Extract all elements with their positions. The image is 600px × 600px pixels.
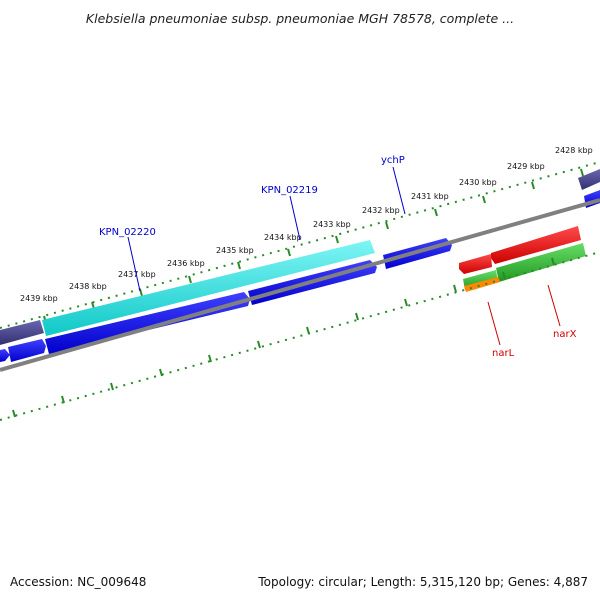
scale-label: 2439 kbp — [20, 294, 58, 303]
scale-label: 2428 kbp — [555, 146, 593, 155]
scale-label: 2435 kbp — [216, 246, 254, 255]
accession-text: Accession: NC_009648 — [10, 575, 147, 589]
scale-label: 2434 kbp — [264, 233, 302, 242]
gene-label-kpn02219[interactable]: KPN_02219 — [261, 185, 318, 196]
inner-major-ticks — [12, 257, 555, 418]
cds-feature-kpn02220[interactable] — [42, 240, 375, 336]
backbone-line — [0, 198, 600, 372]
scale-label: 2436 kbp — [167, 259, 205, 268]
scale-label: 2430 kbp — [459, 178, 497, 187]
cds-feature-blue-1[interactable] — [0, 349, 10, 362]
cds-feature-slate[interactable] — [0, 320, 44, 345]
scale-label: 2437 kbp — [118, 270, 156, 279]
scale-label: 2429 kbp — [507, 162, 545, 171]
cds-feature-narX[interactable] — [491, 226, 581, 264]
gene-label-kpn02220[interactable]: KPN_02220 — [99, 227, 156, 238]
scale-label: 2431 kbp — [411, 192, 449, 201]
label-connectors — [127, 166, 561, 346]
scale-label: 2433 kbp — [313, 220, 351, 229]
gene-label-narL[interactable]: narL — [492, 348, 515, 359]
cds-feature-blue-2[interactable] — [8, 339, 46, 362]
genome-stats-text: Topology: circular; Length: 5,315,120 bp… — [258, 575, 588, 589]
cds-feature-slate-top[interactable] — [578, 169, 600, 190]
map-title: Klebsiella pneumoniae subsp. pneumoniae … — [85, 11, 515, 26]
scale-label: 2438 kbp — [69, 282, 107, 291]
cds-feature-orange[interactable] — [464, 277, 500, 292]
cds-feature-red-small[interactable] — [459, 254, 492, 274]
scale-label: 2432 kbp — [362, 206, 400, 215]
scale-labels: 2439 kbp 2438 kbp 2437 kbp 2436 kbp 2435… — [20, 146, 593, 303]
gene-label-ychP[interactable]: ychP — [381, 155, 405, 166]
cds-feature-kpn02219[interactable] — [45, 292, 250, 354]
gene-label-narX[interactable]: narX — [553, 329, 577, 340]
cds-feature-narL[interactable] — [496, 243, 586, 282]
